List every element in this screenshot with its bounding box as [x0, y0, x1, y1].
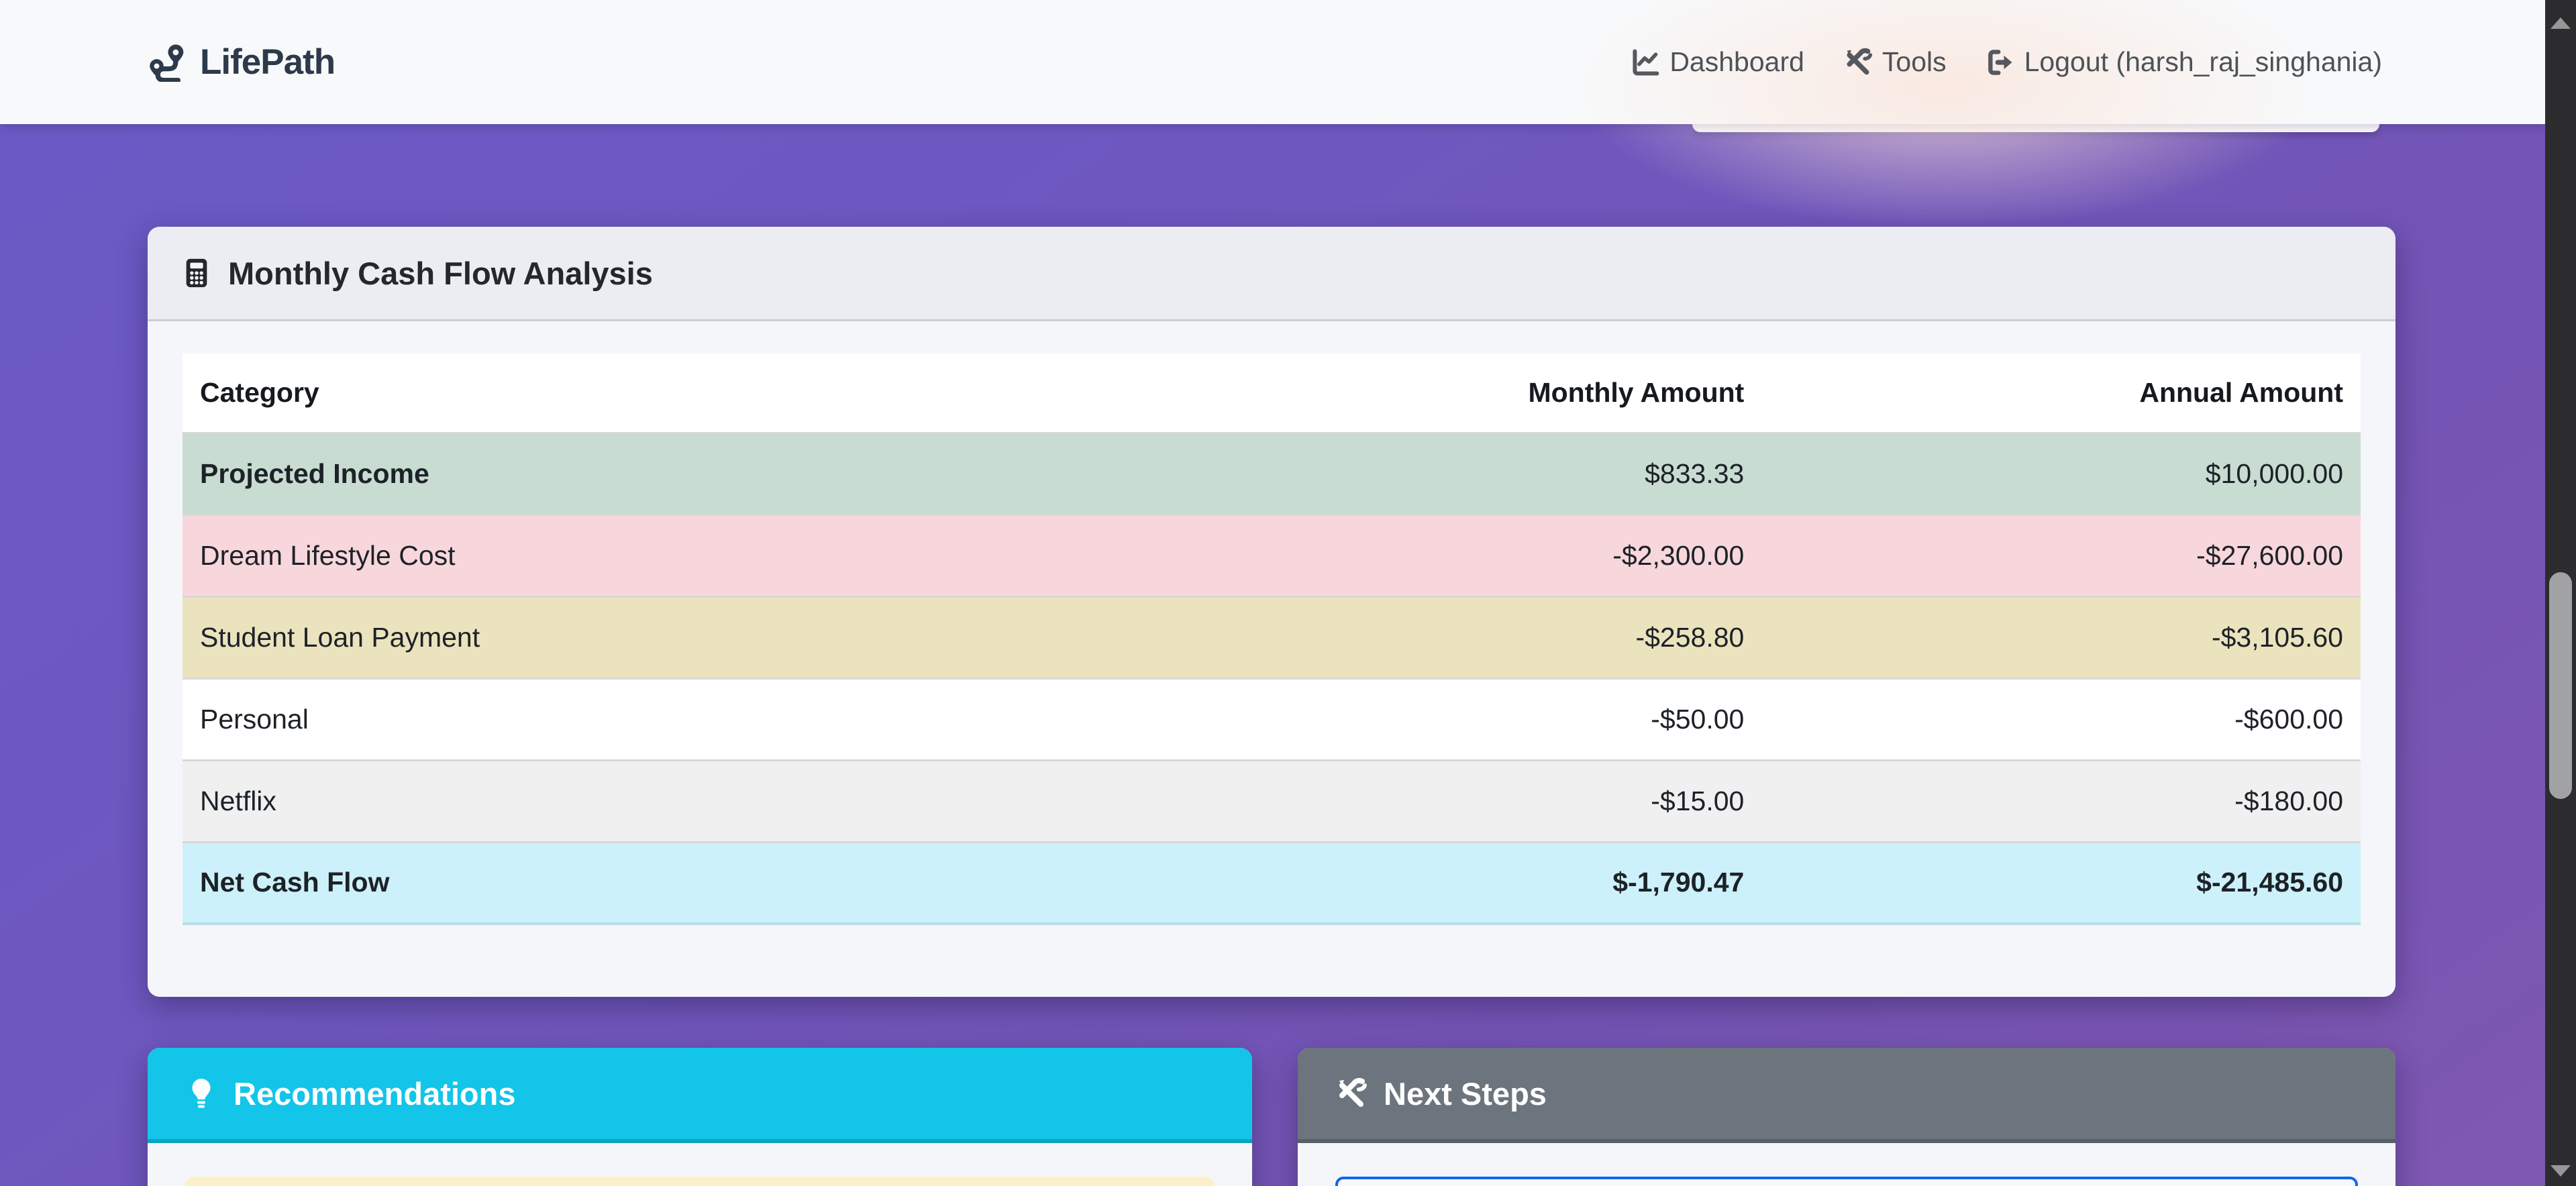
screwdriver-wrench-icon — [1339, 1077, 1367, 1107]
column-header-category: Category — [183, 354, 1163, 433]
table-header-row: Category Monthly Amount Annual Amount — [183, 354, 2361, 433]
column-header-annual: Annual Amount — [1761, 354, 2361, 433]
nav-item-tools[interactable]: Tools — [1843, 46, 1947, 78]
next-steps-card-header: Next Steps — [1298, 1048, 2395, 1143]
cell-category: Projected Income — [200, 457, 429, 489]
table-row-projected-income: Projected Income $833.33 $10,000.00 — [183, 433, 2361, 515]
cell-monthly: -$15.00 — [1651, 785, 1745, 816]
table-row-dream-lifestyle-cost: Dream Lifestyle Cost -$2,300.00 -$27,600… — [183, 515, 2361, 596]
navbar: LifePath Dashboard Tools — [0, 0, 2545, 228]
brand-lifepath[interactable]: LifePath — [149, 42, 336, 83]
next-steps-card: Next Steps — [1298, 1048, 2395, 1186]
cashflow-card-body: Category Monthly Amount Annual Amount Pr… — [148, 321, 2395, 925]
nav-links: Dashboard Tools Logout (harsh_ra — [1631, 46, 2382, 78]
calculator-icon — [186, 258, 207, 288]
nav-item-logout[interactable]: Logout (harsh_raj_singhania) — [1986, 46, 2382, 78]
cell-annual: -$3,105.60 — [2211, 621, 2343, 653]
cell-category: Net Cash Flow — [200, 867, 390, 898]
route-icon — [150, 44, 184, 82]
next-steps-card-title: Next Steps — [1384, 1075, 1547, 1112]
cashflow-card-header: Monthly Cash Flow Analysis — [148, 227, 2395, 321]
column-header-monthly: Monthly Amount — [1162, 354, 1762, 433]
cell-annual: $-21,485.60 — [2196, 867, 2343, 898]
cell-monthly: -$258.80 — [1635, 621, 1745, 653]
next-steps-card-body — [1298, 1143, 2395, 1186]
nav-label: Dashboard — [1669, 46, 1804, 77]
table-row-net-cash-flow: Net Cash Flow $-1,790.47 $-21,485.60 — [183, 842, 2361, 924]
cell-annual: -$27,600.00 — [2196, 539, 2343, 571]
nav-label: Logout (harsh_raj_singhania) — [2024, 46, 2382, 77]
table-row-personal: Personal -$50.00 -$600.00 — [183, 678, 2361, 760]
cell-monthly: $833.33 — [1645, 457, 1745, 489]
peeking-panel — [1692, 124, 2379, 132]
logout-icon — [1988, 49, 2012, 75]
cell-monthly: -$50.00 — [1651, 703, 1745, 735]
next-step-item — [1335, 1177, 2358, 1186]
table-row-student-loan-payment: Student Loan Payment -$258.80 -$3,105.60 — [183, 596, 2361, 678]
lightbulb-icon — [192, 1079, 211, 1108]
cell-category: Dream Lifestyle Cost — [200, 539, 456, 571]
brand-title: LifePath — [200, 42, 336, 82]
screwdriver-wrench-icon — [1847, 48, 1872, 74]
scroll-up-arrow-icon[interactable] — [2551, 17, 2571, 29]
recommendations-card-title: Recommendations — [234, 1075, 516, 1112]
cashflow-card: Monthly Cash Flow Analysis Category Mont… — [148, 227, 2395, 997]
cell-annual: -$180.00 — [2234, 785, 2343, 816]
nav-item-dashboard[interactable]: Dashboard — [1631, 46, 1804, 78]
chart-line-icon — [1633, 49, 1659, 75]
recommendations-card-body — [148, 1143, 1252, 1186]
table-row-netflix: Netflix -$15.00 -$180.00 — [183, 760, 2361, 842]
nav-label: Tools — [1882, 46, 1947, 77]
scrollbar[interactable] — [2545, 0, 2576, 1186]
cell-monthly: $-1,790.47 — [1612, 867, 1745, 898]
cell-category: Netflix — [200, 785, 276, 816]
recommendation-alert — [185, 1177, 1215, 1186]
cell-monthly: -$2,300.00 — [1612, 539, 1745, 571]
cell-annual: -$600.00 — [2234, 703, 2343, 735]
recommendations-card-header: Recommendations — [148, 1048, 1252, 1143]
cell-annual: $10,000.00 — [2205, 457, 2343, 489]
scroll-down-arrow-icon[interactable] — [2551, 1165, 2571, 1177]
scrollbar-thumb[interactable] — [2549, 572, 2572, 799]
cashflow-table: Category Monthly Amount Annual Amount Pr… — [183, 354, 2361, 925]
recommendations-card: Recommendations — [148, 1048, 1252, 1186]
cell-category: Student Loan Payment — [200, 621, 480, 653]
cell-category: Personal — [200, 703, 309, 735]
cashflow-card-title: Monthly Cash Flow Analysis — [228, 255, 653, 291]
